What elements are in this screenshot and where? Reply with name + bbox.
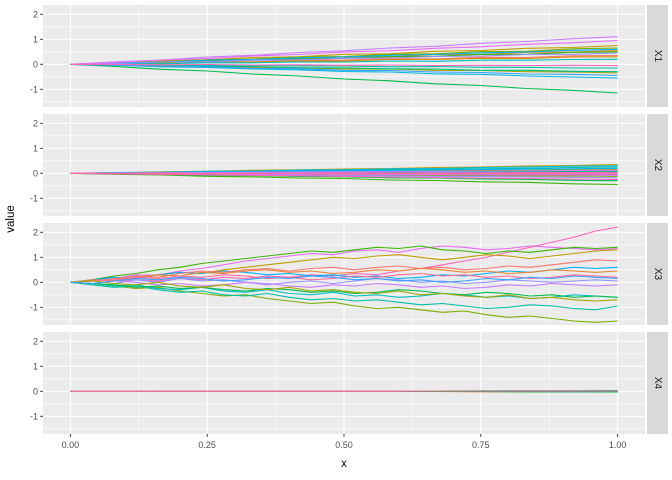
series-line [70, 259, 618, 283]
series-line [70, 281, 618, 323]
y-tick-label: 0 [33, 387, 38, 397]
series-line [70, 44, 618, 65]
series-line [70, 277, 618, 286]
y-tick-label: 0 [33, 278, 38, 288]
facet-strip [647, 5, 668, 107]
facet-panel-X1: X1 2 1 0 -1 [30, 5, 668, 107]
series-line [70, 245, 618, 283]
y-tick-label: 2 [33, 228, 38, 238]
series-line [70, 275, 618, 285]
axes-layer: 0.00 0.25 0.50 0.75 1.00 [62, 434, 627, 450]
series-line [70, 281, 618, 298]
x-tick-label: 0.75 [472, 440, 490, 450]
series-line [70, 63, 618, 77]
facet-panel-X4: X4 2 1 0 -1 [30, 332, 668, 434]
y-tick-label: -1 [30, 303, 38, 313]
facet-strip [647, 332, 668, 434]
x-tick-label: 0.50 [335, 440, 353, 450]
panels-layer: X1 2 1 0 -1 X2 2 1 0 -1 X3 2 1 0 -1 X4 2 1 0 -1 [30, 5, 668, 434]
series-line [70, 52, 618, 65]
y-tick-label: -1 [30, 194, 38, 204]
y-tick-label: -1 [30, 85, 38, 95]
y-axis-title: value [5, 205, 17, 233]
y-tick-label: 0 [33, 60, 38, 70]
facet-strip-label: X3 [652, 268, 663, 281]
y-tick-label: 0 [33, 169, 38, 179]
facet-panel-X3: X3 2 1 0 -1 [30, 223, 668, 325]
y-tick-label: 1 [33, 362, 38, 372]
x-tick-label: 0.00 [62, 440, 80, 450]
y-tick-label: -1 [30, 412, 38, 422]
series-line [70, 63, 618, 67]
y-tick-label: 2 [33, 119, 38, 129]
facet-panel-X2: X2 2 1 0 -1 [30, 114, 668, 216]
y-tick-label: 1 [33, 35, 38, 45]
y-tick-label: 2 [33, 10, 38, 20]
series-line [70, 267, 618, 283]
y-tick-label: 2 [33, 337, 38, 347]
facet-strip [647, 114, 668, 216]
facet-strip [647, 223, 668, 325]
x-tick-label: 0.25 [198, 440, 216, 450]
series-line [70, 172, 618, 186]
series-line [70, 63, 618, 94]
y-tick-label: 1 [33, 144, 38, 154]
series-line [70, 172, 618, 181]
facet-strip-label: X2 [652, 159, 663, 172]
series-line [70, 280, 618, 302]
series-line [70, 280, 618, 290]
series-line [70, 172, 618, 175]
series-line [70, 58, 618, 65]
series-line [70, 281, 618, 311]
facet-strip-label: X4 [652, 377, 663, 390]
y-tick-label: 1 [33, 253, 38, 263]
series-line [70, 226, 618, 285]
facet-strip-label: X1 [652, 50, 663, 63]
x-axis-title: x [341, 458, 347, 470]
x-tick-label: 1.00 [609, 440, 627, 450]
series-line [70, 39, 618, 65]
